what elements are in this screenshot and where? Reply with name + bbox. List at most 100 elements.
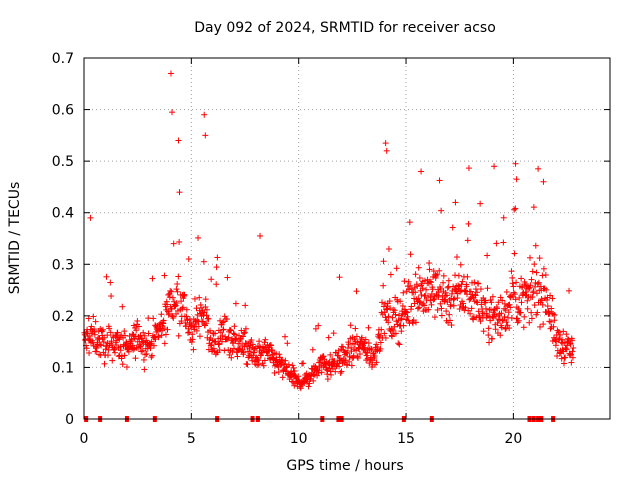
data-point <box>207 327 214 334</box>
data-point <box>107 279 114 286</box>
data-point <box>364 349 371 356</box>
data-point <box>111 349 118 356</box>
data-point <box>161 272 168 279</box>
data-point <box>161 340 168 347</box>
data-point <box>448 322 455 329</box>
data-point <box>365 340 372 347</box>
data-point <box>383 306 390 313</box>
data-point <box>434 271 441 278</box>
data-point <box>336 363 343 370</box>
data-point <box>279 374 286 381</box>
data-point <box>378 326 385 333</box>
y-tick-label: 0.4 <box>52 206 74 222</box>
data-point <box>392 330 399 337</box>
data-point <box>239 333 246 340</box>
data-point <box>271 369 278 376</box>
data-point <box>105 346 112 353</box>
data-point <box>415 264 422 271</box>
data-point <box>133 327 140 334</box>
data-point <box>196 294 203 301</box>
data-point <box>232 300 239 307</box>
data-point <box>391 323 398 330</box>
data-point <box>221 347 228 354</box>
data-point <box>99 326 106 333</box>
data-point <box>431 295 438 302</box>
data-point <box>513 176 520 183</box>
data-point <box>227 327 234 334</box>
data-point <box>241 329 248 336</box>
data-point <box>452 199 459 206</box>
data-point <box>380 258 387 265</box>
data-point <box>457 261 464 268</box>
data-point <box>421 302 428 309</box>
data-point <box>442 289 449 296</box>
y-tick-label: 0.7 <box>52 51 74 67</box>
data-point <box>528 315 535 322</box>
data-point <box>166 294 173 301</box>
data-point <box>528 276 535 283</box>
data-point <box>246 345 253 352</box>
data-point <box>167 287 174 294</box>
data-point <box>195 234 202 241</box>
data-point <box>381 330 388 337</box>
data-point <box>173 286 180 293</box>
data-point <box>345 341 352 348</box>
data-point <box>485 332 492 339</box>
data-point <box>119 303 126 310</box>
data-point <box>186 329 193 336</box>
data-point <box>213 264 220 271</box>
data-point <box>446 311 453 318</box>
data-point <box>164 301 171 308</box>
data-point <box>537 323 544 330</box>
data-point <box>196 333 203 340</box>
data-point <box>515 305 522 312</box>
data-point <box>511 206 518 213</box>
data-point <box>254 356 261 363</box>
data-point <box>86 349 93 356</box>
data-point <box>471 279 478 286</box>
data-point <box>397 316 404 323</box>
data-point <box>145 315 152 322</box>
data-point <box>149 352 156 359</box>
data-point <box>397 298 404 305</box>
data-point <box>485 325 492 332</box>
x-tick-label: 20 <box>504 431 522 447</box>
data-point <box>494 320 501 327</box>
data-point <box>249 357 256 364</box>
data-point <box>148 338 155 345</box>
data-point <box>189 336 196 343</box>
x-axis-title: GPS time / hours <box>286 458 403 474</box>
data-point <box>475 280 482 287</box>
data-point <box>238 327 245 334</box>
data-point <box>297 385 304 392</box>
data-point <box>500 214 507 221</box>
data-point <box>377 339 384 346</box>
data-point <box>248 337 255 344</box>
data-point <box>517 309 524 316</box>
data-point <box>449 224 456 231</box>
data-point <box>468 305 475 312</box>
x-tick-label: 5 <box>187 431 196 447</box>
data-point <box>104 332 111 339</box>
data-point <box>527 254 534 261</box>
data-point <box>525 285 532 292</box>
data-point <box>185 256 192 263</box>
data-point <box>300 360 307 367</box>
data-point <box>98 342 105 349</box>
data-point <box>207 342 214 349</box>
data-point <box>404 313 411 320</box>
data-point <box>560 328 567 335</box>
data-point <box>257 232 264 239</box>
data-point <box>395 340 402 347</box>
data-point <box>561 360 568 367</box>
data-point <box>173 310 180 317</box>
data-point <box>150 342 157 349</box>
data-point <box>174 281 181 288</box>
data-point <box>498 310 505 317</box>
data-point <box>169 109 176 116</box>
data-point <box>474 299 481 306</box>
data-point <box>179 304 186 311</box>
data-point <box>382 314 389 321</box>
data-point <box>506 293 513 300</box>
data-point <box>495 299 502 306</box>
